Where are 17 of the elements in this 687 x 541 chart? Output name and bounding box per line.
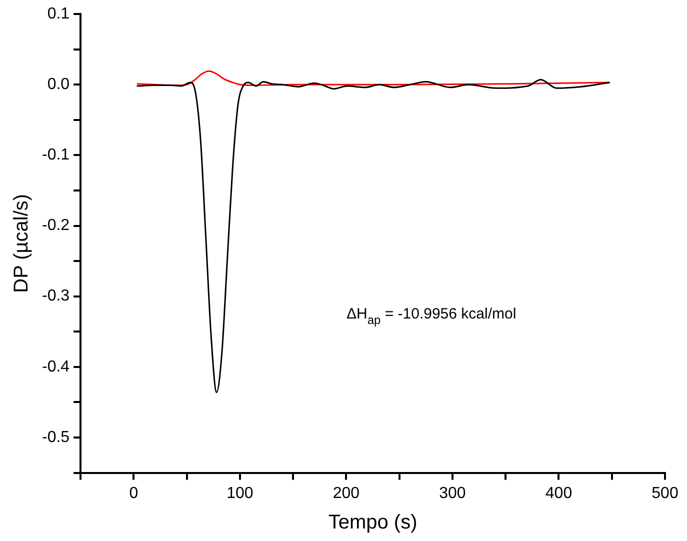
y-tick-label: -0.2 <box>42 217 70 234</box>
y-tick-label: 0.1 <box>47 5 70 22</box>
y-tick-label: -0.4 <box>42 358 70 376</box>
y-tick-label: -0.3 <box>42 288 70 305</box>
x-tick-label: 0 <box>129 484 138 502</box>
x-tick-label: 300 <box>439 484 466 502</box>
x-tick-label: 100 <box>226 484 254 502</box>
y-tick-label: 0.0 <box>47 76 70 93</box>
y-tick-label: -0.1 <box>42 146 70 164</box>
x-tick-label: 400 <box>545 484 572 502</box>
x-axis-title: Tempo (s) <box>328 512 418 534</box>
x-tick-label: 200 <box>332 484 360 502</box>
y-axis-title: DP (µcal/s) <box>10 194 33 293</box>
line-series <box>136 78 610 394</box>
x-tick-label: 500 <box>652 484 678 502</box>
y-tick-label: -0.5 <box>42 428 70 446</box>
line-series <box>136 70 610 86</box>
